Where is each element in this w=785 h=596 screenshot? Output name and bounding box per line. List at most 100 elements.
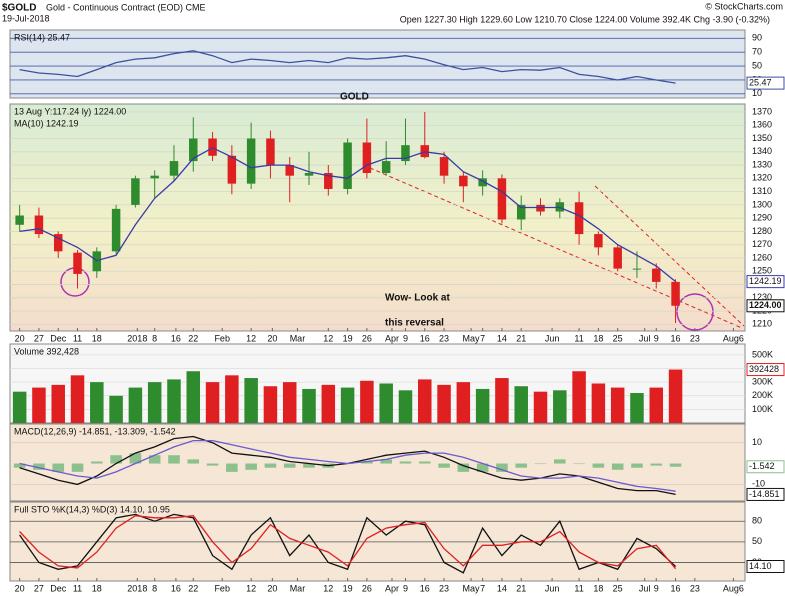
instrument-name: Gold - Continuous Contract (EOD) CME: [46, 2, 206, 12]
candle-body: [34, 215, 44, 235]
volume-bar: [437, 384, 451, 423]
x-tick-label: 26: [362, 333, 372, 343]
x-tick-label: Aug6: [723, 583, 744, 593]
value-box-label: 25.47: [749, 77, 772, 87]
y-tick-label: 300K: [752, 377, 773, 387]
volume-bar: [321, 384, 336, 423]
y-tick-label: 10: [752, 437, 762, 447]
histogram-bar: [476, 463, 489, 472]
x-tick-label: 21: [516, 583, 526, 593]
x-tick-label: 11: [574, 583, 583, 593]
y-tick-label: 1210: [752, 319, 772, 329]
histogram-bar: [13, 463, 26, 468]
histogram-bar: [264, 463, 277, 468]
y-tick-label: 1260: [752, 252, 772, 262]
candle-body: [478, 178, 487, 187]
x-tick-label: 9: [403, 333, 408, 343]
candle-body: [613, 247, 622, 269]
x-tick-label: 23: [690, 333, 700, 343]
volume-bar: [418, 379, 432, 423]
x-tick-label: Dec: [50, 583, 67, 593]
candle-body: [420, 145, 430, 158]
x-tick-label: 18: [92, 333, 102, 343]
histogram-bar: [534, 463, 547, 465]
x-tick-label: 12: [323, 583, 333, 593]
candle-body: [266, 138, 275, 166]
y-tick-label: 1270: [752, 239, 772, 249]
value-box: [746, 363, 785, 377]
volume-bar: [186, 371, 201, 423]
y-tick-label: 1310: [752, 186, 772, 196]
y-tick-label: 1360: [752, 120, 772, 130]
x-tick-label: May: [463, 583, 481, 593]
series-line: [19, 147, 677, 283]
histogram-bar: [592, 463, 605, 468]
x-tick-label: Feb: [214, 583, 230, 593]
volume-bar: [533, 391, 548, 423]
candle-body: [246, 138, 256, 184]
x-tick-label: Jul: [639, 583, 651, 593]
x-tick-label: 11: [73, 333, 82, 343]
x-tick-label: 26: [362, 583, 372, 593]
candle-body: [92, 251, 102, 272]
histogram-bar: [168, 455, 180, 464]
value-box-label: 14.10: [749, 561, 772, 571]
volume-bar: [572, 371, 586, 423]
x-tick-label: 9: [403, 583, 408, 593]
volume-bar: [630, 393, 644, 423]
annotation: Wow- Look at: [385, 293, 450, 304]
y-tick-label: 10: [752, 88, 762, 98]
candle-body: [343, 142, 352, 189]
panel-label: MACD(12,26,9) -14.851, -13.309, -1.542: [14, 426, 176, 436]
candle-body: [304, 173, 314, 176]
x-tick-label: 20: [267, 333, 277, 343]
volume-bar: [475, 388, 490, 423]
x-tick-label: 22: [188, 333, 198, 343]
candle-body: [169, 161, 179, 176]
y-tick-label: 1250: [752, 266, 772, 276]
histogram-bar: [303, 463, 315, 468]
candle-body: [53, 234, 63, 252]
x-tick-label: 22: [188, 583, 198, 593]
histogram-bar: [573, 463, 585, 465]
x-tick-label: 12: [246, 583, 256, 593]
value-box: [746, 275, 785, 289]
y-tick-label: 90: [752, 33, 762, 43]
x-tick-label: Apr: [385, 583, 399, 593]
y-tick-label: 500K: [752, 349, 773, 359]
price-panel: [9, 103, 746, 332]
candle-body: [632, 268, 642, 270]
x-tick-label: 25: [613, 333, 623, 343]
value-box-label: -1.542: [749, 461, 775, 471]
x-tick-label: 16: [671, 333, 681, 343]
candle-body: [189, 138, 198, 162]
candle-body: [285, 165, 294, 176]
x-tick-label: Aug6: [723, 333, 744, 343]
x-tick-label: 27: [34, 583, 44, 593]
y-tick-label: 1320: [752, 173, 772, 183]
histogram-bar: [52, 463, 65, 472]
series-line: [19, 50, 676, 84]
y-tick-label: 1330: [752, 159, 772, 169]
x-tick-label: Mar: [290, 333, 306, 343]
x-tick-label: Mar: [290, 583, 306, 593]
volume-bar: [225, 375, 239, 423]
panel-label: Full STO %K(14,3) %D(3) 14.10, 10.95: [14, 504, 170, 514]
candle-body: [401, 145, 410, 162]
candle-body: [574, 202, 584, 235]
date: 19-Jul-2018: [2, 13, 50, 23]
candle-body: [497, 178, 507, 220]
histogram-bar: [611, 463, 624, 470]
volume-bar: [128, 387, 143, 423]
value-box-label: 1224.00: [749, 300, 782, 310]
x-tick-label: 23: [439, 333, 449, 343]
x-tick-label: 8: [152, 333, 157, 343]
y-tick-label: 1340: [752, 146, 772, 156]
histogram-bar: [148, 455, 161, 464]
x-tick-label: Jun: [545, 583, 560, 593]
volume-bar: [610, 387, 625, 423]
y-tick-label: 200K: [752, 390, 773, 400]
y-tick-label: 100K: [752, 404, 773, 414]
volume-bar: [379, 383, 393, 423]
